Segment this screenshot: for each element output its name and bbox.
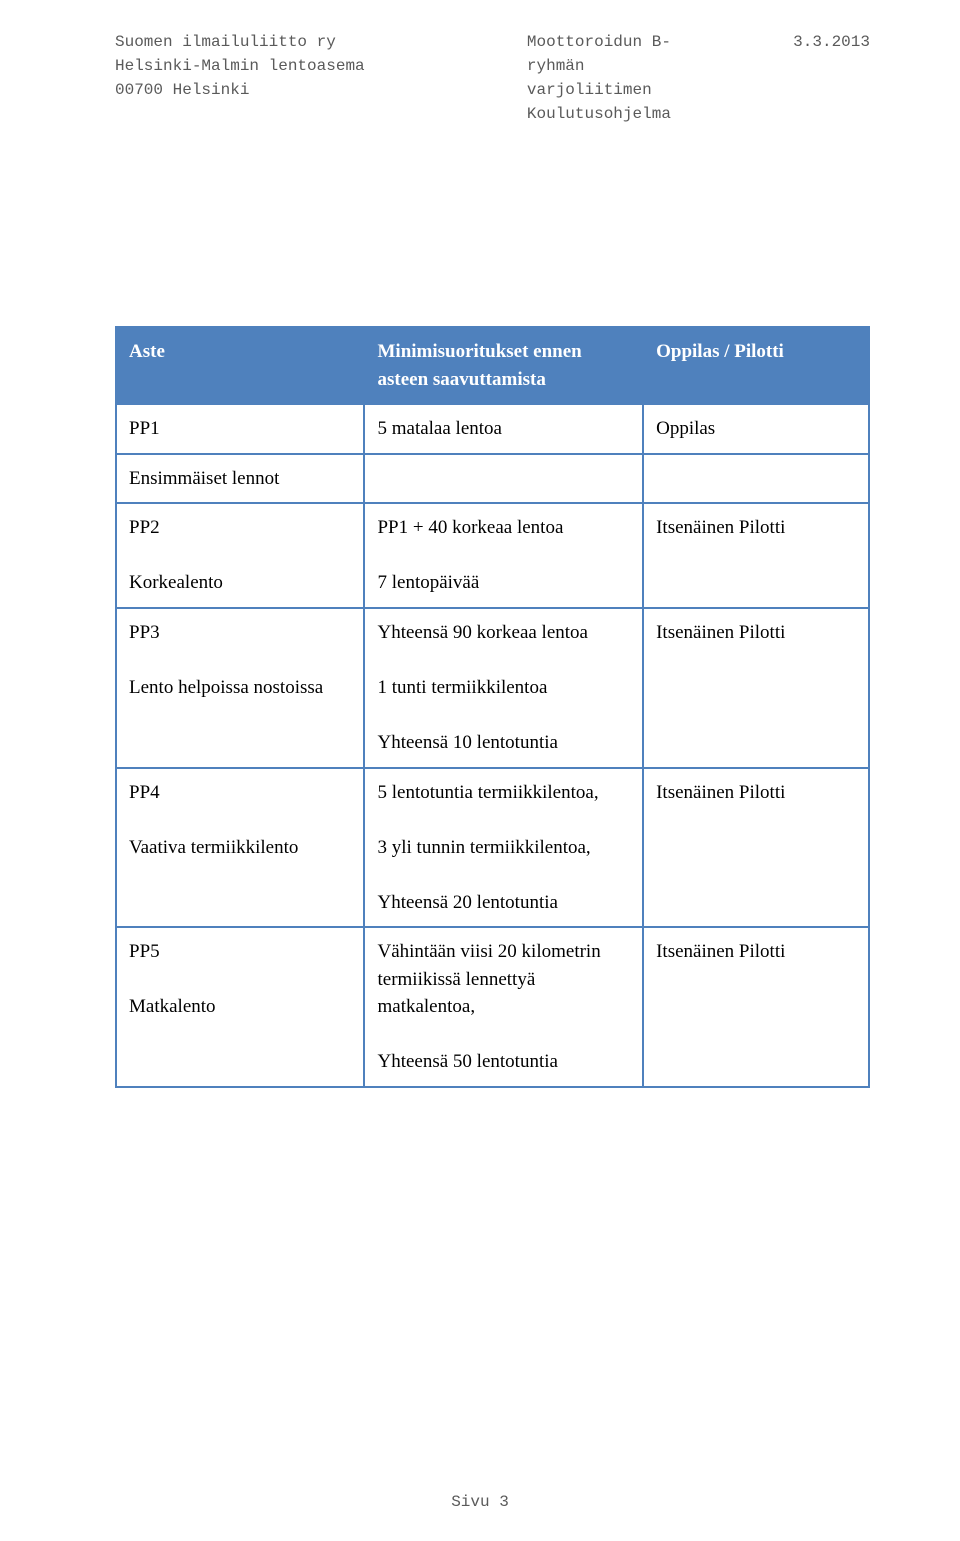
- doc-title-2: ryhmän: [527, 54, 671, 78]
- page: Suomen ilmailuliitto ry Helsinki-Malmin …: [0, 0, 960, 1541]
- cell-min: 5 lentotuntia termiikkilentoa,3 yli tunn…: [364, 768, 643, 928]
- cell-role: Oppilas: [643, 404, 869, 454]
- cell-min: PP1 + 40 korkeaa lentoa7 lentopäivää: [364, 503, 643, 608]
- page-footer: Sivu 3: [0, 1493, 960, 1511]
- table-row: Ensimmäiset lennot: [116, 454, 869, 504]
- table-row: PP5Matkalento Vähintään viisi 20 kilomet…: [116, 927, 869, 1087]
- th-aste: Aste: [116, 327, 364, 404]
- th-role: Oppilas / Pilotti: [643, 327, 869, 404]
- doc-title-1: Moottoroidun B-: [527, 30, 671, 54]
- table-header-row: Aste Minimisuoritukset ennen asteen saav…: [116, 327, 869, 404]
- page-header: Suomen ilmailuliitto ry Helsinki-Malmin …: [115, 30, 870, 126]
- th-min: Minimisuoritukset ennen asteen saavuttam…: [364, 327, 643, 404]
- cell-min: Vähintään viisi 20 kilometrin termiikiss…: [364, 927, 643, 1087]
- header-middle: Moottoroidun B- ryhmän varjoliitimen Kou…: [527, 30, 671, 126]
- doc-date: 3.3.2013: [793, 30, 870, 54]
- cell-role: Itsenäinen Pilotti: [643, 927, 869, 1087]
- cell-aste: PP2Korkealento: [116, 503, 364, 608]
- doc-title-4: Koulutusohjelma: [527, 102, 671, 126]
- doc-title-3: varjoliitimen: [527, 78, 671, 102]
- table-row: PP4Vaativa termiikkilento 5 lentotuntia …: [116, 768, 869, 928]
- cell-role: Itsenäinen Pilotti: [643, 503, 869, 608]
- cell-min: Yhteensä 90 korkeaa lentoa1 tunti termii…: [364, 608, 643, 768]
- cell-role: [643, 454, 869, 504]
- cell-role: Itsenäinen Pilotti: [643, 768, 869, 928]
- cell-aste: PP1: [116, 404, 364, 454]
- cell-role: Itsenäinen Pilotti: [643, 608, 869, 768]
- table-row: PP2Korkealento PP1 + 40 korkeaa lentoa7 …: [116, 503, 869, 608]
- cell-min: [364, 454, 643, 504]
- table-row: PP3Lento helpoissa nostoissa Yhteensä 90…: [116, 608, 869, 768]
- cell-aste: PP3Lento helpoissa nostoissa: [116, 608, 364, 768]
- table-row: PP1 5 matalaa lentoa Oppilas: [116, 404, 869, 454]
- org-address-2: 00700 Helsinki: [115, 78, 365, 102]
- org-address-1: Helsinki-Malmin lentoasema: [115, 54, 365, 78]
- header-left: Suomen ilmailuliitto ry Helsinki-Malmin …: [115, 30, 365, 126]
- cell-aste: PP5Matkalento: [116, 927, 364, 1087]
- levels-table: Aste Minimisuoritukset ennen asteen saav…: [115, 326, 870, 1088]
- cell-aste: PP4Vaativa termiikkilento: [116, 768, 364, 928]
- header-right: 3.3.2013: [793, 30, 870, 126]
- org-name: Suomen ilmailuliitto ry: [115, 30, 365, 54]
- cell-min: 5 matalaa lentoa: [364, 404, 643, 454]
- cell-aste: Ensimmäiset lennot: [116, 454, 364, 504]
